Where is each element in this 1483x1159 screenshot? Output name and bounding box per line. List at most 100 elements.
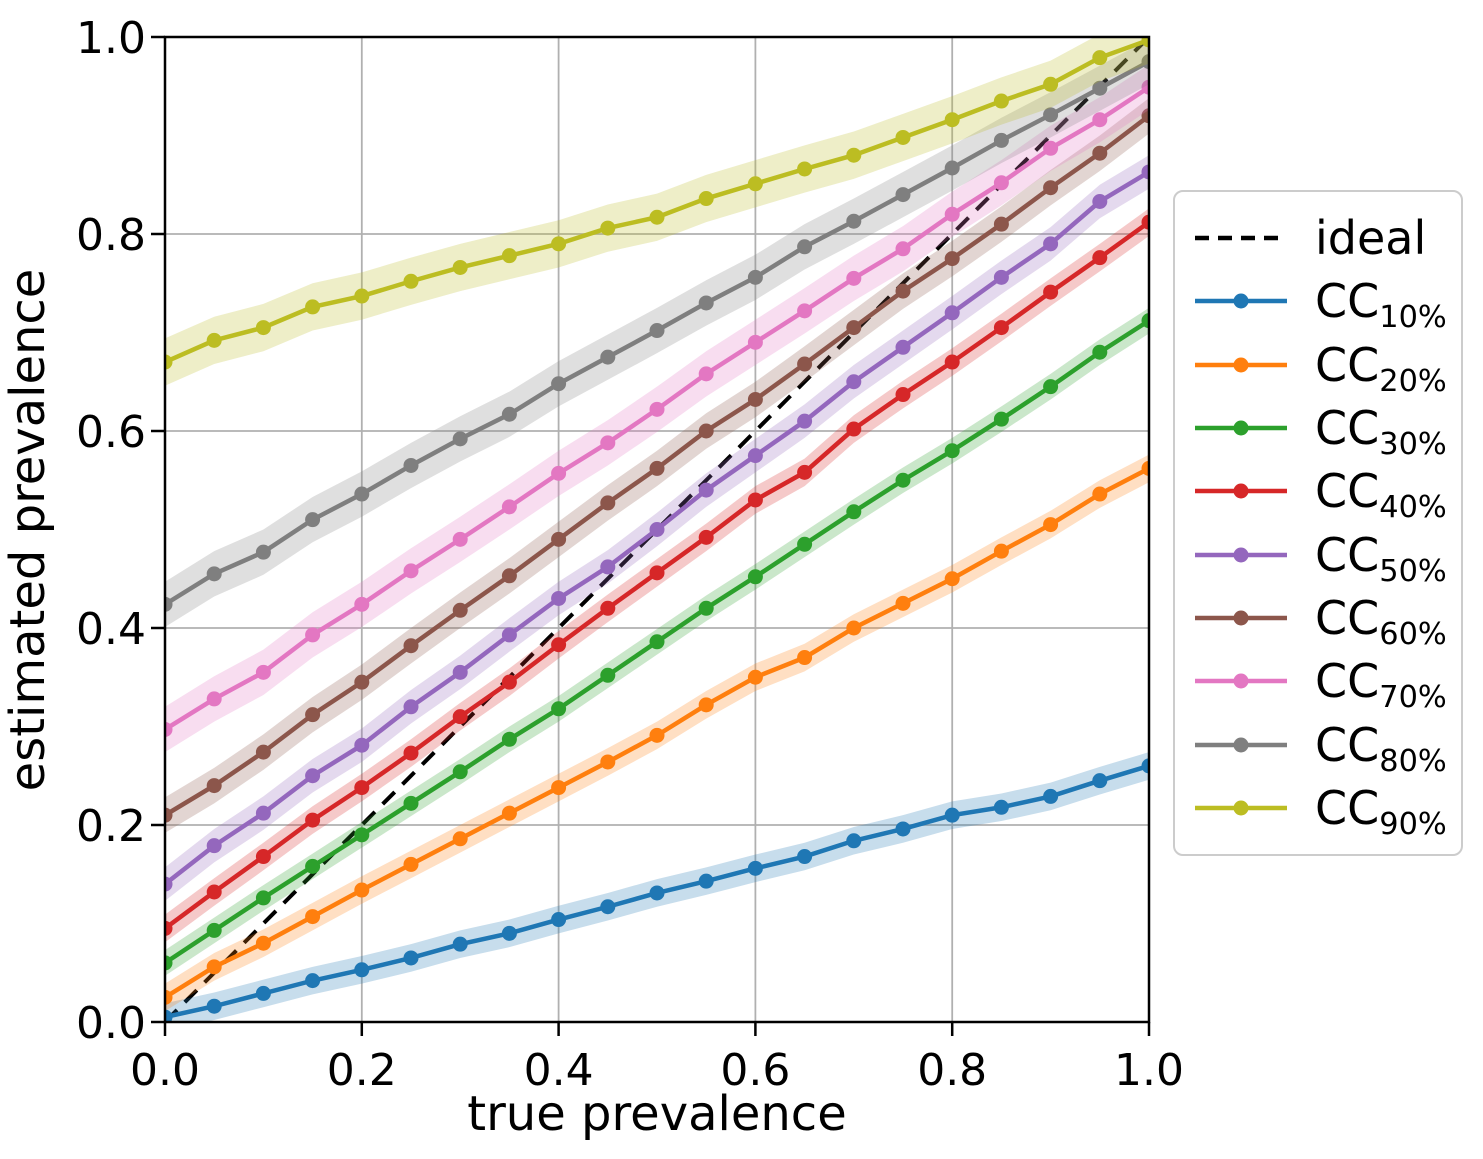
marker-CC60% <box>649 460 665 476</box>
legend-label-CC30%: CC30% <box>1315 400 1447 463</box>
marker-CC80% <box>255 544 271 560</box>
legend-label-CC70%: CC70% <box>1315 654 1447 716</box>
legend-label-subscript: 50% <box>1379 553 1447 589</box>
marker-CC90% <box>747 176 763 192</box>
legend-marker <box>1233 673 1249 689</box>
marker-CC40% <box>305 812 321 828</box>
legend: ideal CC10% CC20% CC30% CC40% CC50% CC60% CC70%… <box>1173 190 1463 856</box>
marker-CC80% <box>165 596 173 612</box>
marker-CC20% <box>165 989 173 1005</box>
legend-row-CC50%: CC50% <box>1193 531 1453 587</box>
marker-CC80% <box>501 406 517 422</box>
marker-CC40% <box>846 421 862 437</box>
marker-CC80% <box>846 213 862 229</box>
marker-CC80% <box>305 512 321 528</box>
legend-marker <box>1233 800 1249 816</box>
marker-CC60% <box>747 391 763 407</box>
marker-CC60% <box>698 423 714 439</box>
marker-CC60% <box>1141 108 1149 124</box>
legend-marker <box>1233 547 1249 563</box>
marker-CC10% <box>600 899 616 915</box>
marker-CC40% <box>165 920 173 936</box>
marker-CC70% <box>1092 112 1108 128</box>
marker-CC60% <box>452 602 468 618</box>
marker-CC80% <box>354 486 370 502</box>
marker-CC50% <box>501 627 517 643</box>
marker-CC20% <box>944 571 960 587</box>
marker-CC90% <box>1141 37 1149 48</box>
marker-CC20% <box>895 595 911 611</box>
marker-CC50% <box>1141 164 1149 180</box>
marker-CC60% <box>255 744 271 760</box>
marker-CC40% <box>649 565 665 581</box>
marker-CC60% <box>993 216 1009 232</box>
legend-label-subscript: 20% <box>1379 363 1447 399</box>
marker-CC10% <box>255 985 271 1001</box>
marker-CC60% <box>895 283 911 299</box>
marker-CC10% <box>895 821 911 837</box>
marker-CC40% <box>551 637 567 653</box>
marker-CC50% <box>944 305 960 321</box>
legend-label-CC90%: CC90% <box>1315 780 1447 843</box>
marker-CC90% <box>452 259 468 275</box>
marker-CC50% <box>698 482 714 498</box>
marker-CC30% <box>354 827 370 843</box>
marker-CC60% <box>797 356 813 372</box>
marker-CC10% <box>305 973 321 989</box>
marker-CC20% <box>255 935 271 951</box>
marker-CC10% <box>993 799 1009 815</box>
marker-CC20% <box>403 856 419 872</box>
marker-CC80% <box>895 187 911 203</box>
marker-CC10% <box>551 912 567 928</box>
legend-label-subscript: 70% <box>1379 680 1447 716</box>
data-layer <box>165 37 1149 1022</box>
marker-CC50% <box>846 374 862 390</box>
marker-CC80% <box>551 376 567 392</box>
marker-CC80% <box>403 457 419 473</box>
marker-CC50% <box>649 522 665 537</box>
marker-CC10% <box>698 873 714 889</box>
y-tick-label: 0.4 <box>76 604 146 655</box>
marker-CC70% <box>993 175 1009 191</box>
marker-CC30% <box>698 600 714 616</box>
marker-CC90% <box>944 112 960 128</box>
marker-CC10% <box>354 962 370 978</box>
legend-label-subscript: 80% <box>1379 743 1447 779</box>
marker-CC80% <box>600 349 616 365</box>
y-tick-label: 0.0 <box>76 998 146 1049</box>
marker-CC40% <box>993 320 1009 336</box>
marker-CC30% <box>747 569 763 585</box>
marker-CC40% <box>895 387 911 403</box>
marker-CC30% <box>993 411 1009 427</box>
marker-CC80% <box>649 323 665 339</box>
marker-CC70% <box>354 596 370 612</box>
marker-CC30% <box>797 536 813 552</box>
marker-CC90% <box>501 248 517 264</box>
marker-CC20% <box>501 805 517 821</box>
marker-CC20% <box>452 831 468 847</box>
legend-row-CC70%: CC70% <box>1193 654 1453 716</box>
marker-CC40% <box>403 745 419 761</box>
marker-CC90% <box>993 93 1009 109</box>
marker-CC20% <box>551 780 567 796</box>
marker-CC30% <box>846 504 862 520</box>
x-tick-label: 0.8 <box>917 1045 987 1096</box>
plot-frame <box>163 35 1151 1024</box>
marker-CC50% <box>452 664 468 680</box>
legend-label-subscript: 60% <box>1379 617 1447 653</box>
marker-CC80% <box>1141 54 1149 70</box>
marker-CC10% <box>1092 773 1108 789</box>
marker-CC30% <box>305 858 321 874</box>
legend-row-ideal: ideal <box>1193 214 1453 262</box>
legend-row-CC40%: CC40% <box>1193 467 1453 523</box>
marker-CC60% <box>305 707 321 723</box>
legend-marker <box>1233 293 1249 309</box>
marker-CC50% <box>551 590 567 606</box>
marker-CC20% <box>698 697 714 713</box>
y-tick-label: 0.8 <box>76 210 146 261</box>
marker-CC60% <box>600 495 616 511</box>
legend-sample-CC70% <box>1195 673 1287 689</box>
marker-CC50% <box>600 559 616 575</box>
marker-CC70% <box>797 303 813 319</box>
legend-sample-CC20% <box>1195 357 1287 373</box>
